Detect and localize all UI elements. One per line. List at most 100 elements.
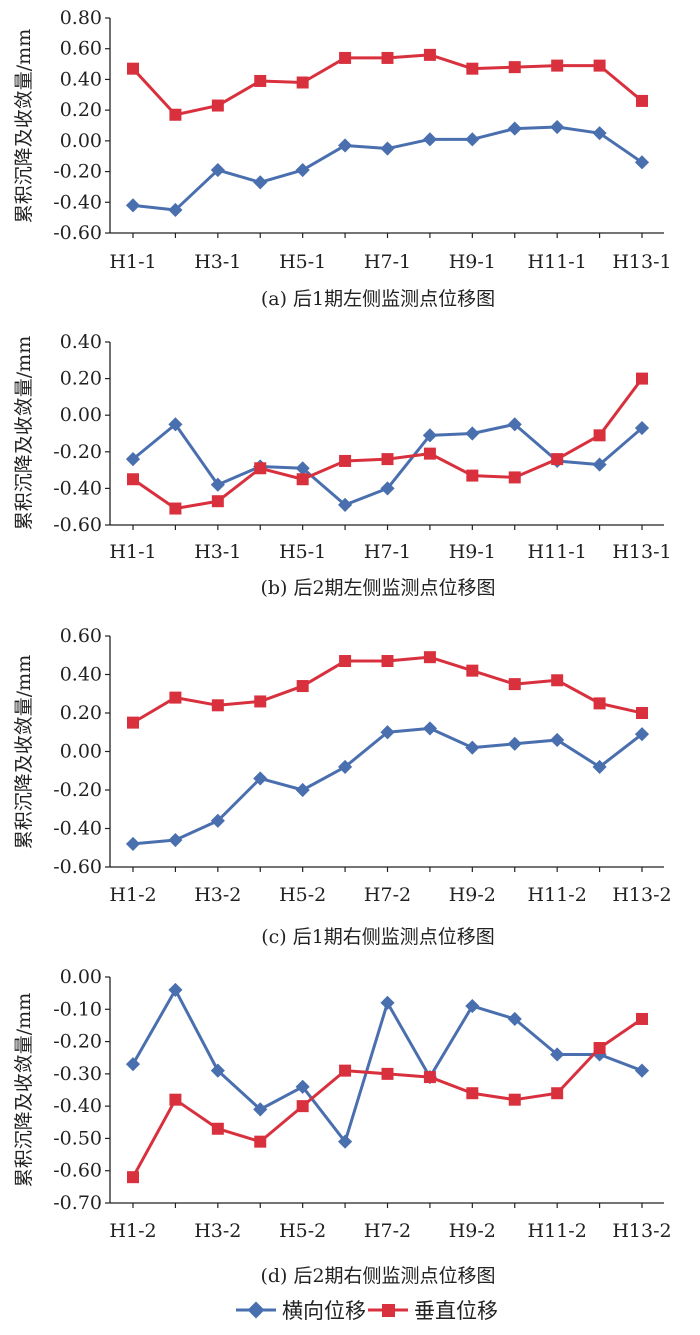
legend-marker-series1 <box>247 1301 265 1319</box>
y-tick-label: 0.20 <box>60 99 102 121</box>
x-tick-label: H1-2 <box>109 884 156 906</box>
x-tick-label: H7-1 <box>364 541 411 563</box>
y-tick-label: -0.70 <box>53 1192 102 1214</box>
data-point-vertical <box>466 664 479 677</box>
data-point-vertical <box>127 1171 139 1184</box>
chart-panel-2: 0.40 0.20 0.00 -0.20 -0.40 -0.60 H1-1 H3-1 H5-1 H… <box>13 331 672 599</box>
data-point-lateral <box>507 736 522 751</box>
x-tick-label: H13-1 <box>612 251 671 273</box>
data-point-vertical <box>423 1071 436 1084</box>
data-point-lateral <box>338 138 353 153</box>
data-point-lateral <box>380 995 395 1010</box>
data-point-lateral <box>253 175 268 190</box>
data-point-lateral <box>168 417 183 432</box>
x-tick-label: H7-2 <box>364 884 411 906</box>
x-tick-label: H5-1 <box>279 251 326 273</box>
data-point-lateral <box>634 1063 650 1078</box>
data-point-lateral <box>422 721 437 736</box>
y-tick-label: 0.00 <box>60 404 102 426</box>
data-point-vertical <box>211 1122 224 1135</box>
data-point-vertical <box>254 1135 267 1148</box>
data-point-vertical <box>466 1087 479 1100</box>
x-tick-label: H5-2 <box>279 1220 326 1242</box>
legend-label-series2: 垂直位移 <box>414 1299 498 1323</box>
y-tick-label: 0.40 <box>60 664 102 686</box>
x-tick-label: H3-2 <box>194 1220 241 1242</box>
y-axis-label: 累积沉降及收敛量/mm <box>13 993 35 1187</box>
y-tick-label: -0.40 <box>53 1095 102 1117</box>
data-point-lateral <box>125 452 141 467</box>
data-point-vertical <box>508 471 521 484</box>
y-tick-label: 0.60 <box>60 38 102 60</box>
data-point-lateral <box>125 836 141 851</box>
legend-marker-series2 <box>382 1304 395 1317</box>
data-point-lateral <box>253 1102 268 1117</box>
data-point-lateral <box>168 982 183 997</box>
x-tick-label: H3-1 <box>194 251 241 273</box>
data-point-vertical <box>381 453 394 466</box>
data-point-vertical <box>593 1042 606 1055</box>
data-point-vertical <box>636 1012 648 1025</box>
data-point-lateral <box>168 202 183 218</box>
chart-caption: (b) 后2期左侧监测点位移图 <box>260 577 495 599</box>
data-point-vertical <box>127 716 139 729</box>
data-point-vertical <box>296 1100 309 1113</box>
data-point-lateral <box>295 782 310 798</box>
data-point-vertical <box>508 678 521 691</box>
y-tick-label: 0.00 <box>60 130 102 152</box>
data-point-lateral <box>507 121 522 136</box>
data-point-vertical <box>339 51 352 64</box>
x-tick-label: H11-1 <box>528 541 587 563</box>
data-point-vertical <box>339 655 352 668</box>
data-point-vertical <box>423 651 436 664</box>
y-tick-label: -0.60 <box>53 222 102 244</box>
chart-caption: (d) 后2期右侧监测点位移图 <box>260 1265 495 1287</box>
y-tick-label: -0.10 <box>53 998 102 1020</box>
x-tick-label: H13-1 <box>612 541 671 563</box>
y-tick-label: 0.20 <box>60 368 102 390</box>
data-point-vertical <box>508 1093 521 1106</box>
x-tick-label: H11-2 <box>528 884 587 906</box>
data-point-lateral <box>295 1079 310 1094</box>
data-point-lateral <box>338 497 353 512</box>
data-point-vertical <box>211 495 224 508</box>
data-point-vertical <box>551 59 564 72</box>
data-point-vertical <box>127 62 139 75</box>
y-tick-label: 0.80 <box>60 7 102 29</box>
x-tick-label: H7-1 <box>364 251 411 273</box>
x-tick-label: H9-2 <box>449 1220 496 1242</box>
y-tick-label: 0.00 <box>60 966 102 988</box>
data-point-lateral <box>210 162 225 178</box>
y-tick-label: -0.20 <box>53 441 102 463</box>
data-point-vertical <box>423 447 436 460</box>
y-tick-label: 0.60 <box>60 625 102 647</box>
x-tick-label: H5-2 <box>279 884 326 906</box>
data-point-vertical <box>593 697 606 710</box>
x-tick-label: H1-1 <box>109 541 156 563</box>
data-point-vertical <box>296 680 309 693</box>
y-tick-label: -0.40 <box>53 191 102 213</box>
data-point-lateral <box>125 198 141 213</box>
data-point-vertical <box>254 695 267 708</box>
data-point-vertical <box>551 1087 564 1100</box>
data-point-lateral <box>550 1047 565 1062</box>
chart-panel-1: 0.80 0.60 0.40 0.20 0.00 -0.20 -0.40 -0.60 H1-1 H… <box>13 7 672 310</box>
y-tick-label: -0.40 <box>53 477 102 499</box>
data-point-vertical <box>169 691 182 704</box>
y-tick-label: -0.30 <box>53 1063 102 1085</box>
data-point-lateral <box>168 832 183 848</box>
data-point-vertical <box>508 61 521 74</box>
chart-caption: (c) 后1期右侧监测点位移图 <box>261 926 495 948</box>
chart-caption: (a) 后1期左侧监测点位移图 <box>261 288 495 310</box>
data-point-vertical <box>551 453 564 466</box>
data-point-lateral <box>465 740 480 755</box>
data-point-vertical <box>636 94 648 107</box>
x-tick-label: H11-1 <box>528 251 587 273</box>
y-tick-label: -0.20 <box>53 779 102 801</box>
x-tick-label: H9-1 <box>449 541 496 563</box>
series-line-lateral <box>132 125 643 212</box>
data-point-lateral <box>634 155 650 170</box>
y-tick-label: -0.50 <box>53 1127 102 1149</box>
data-point-lateral <box>380 141 395 156</box>
